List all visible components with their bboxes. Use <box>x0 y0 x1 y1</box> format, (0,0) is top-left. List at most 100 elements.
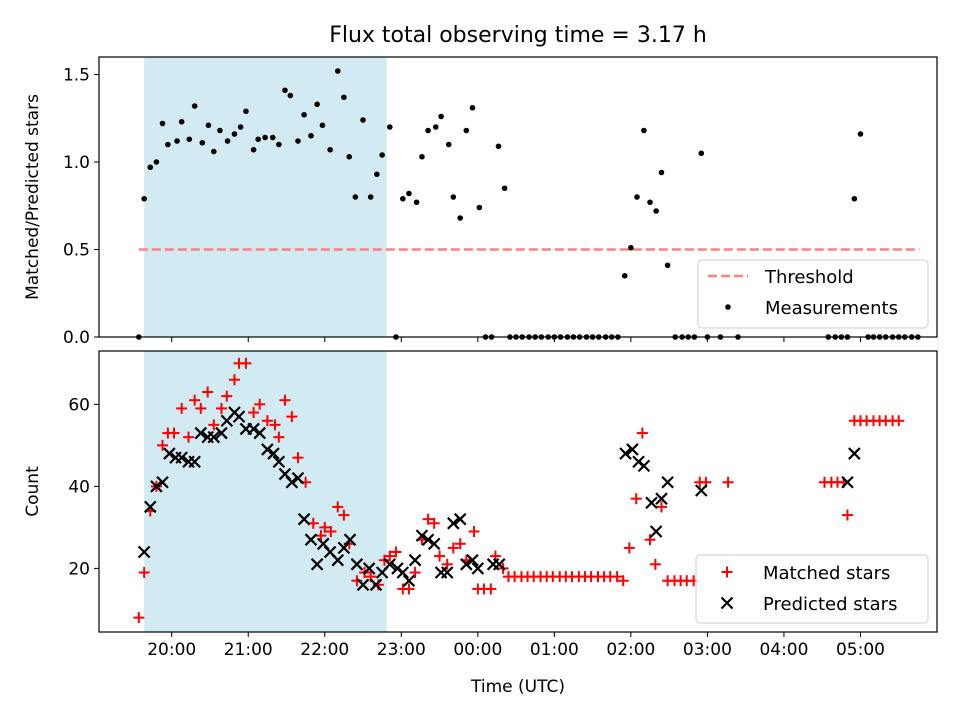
legend-box <box>695 554 929 624</box>
marker-stroke <box>841 475 854 489</box>
y-tick-label: 60 <box>68 395 90 415</box>
measurement-point <box>141 195 147 202</box>
measurement-point <box>314 101 320 108</box>
predicted-star-point <box>415 529 429 542</box>
legend-matched-label: Matched stars <box>763 563 890 584</box>
plot-frame <box>98 56 938 338</box>
measurement-point <box>308 132 314 139</box>
matched-star-point <box>286 411 298 423</box>
matched-star-point <box>644 534 656 546</box>
measurement-point <box>255 136 261 143</box>
matched-star-point <box>447 542 459 554</box>
predicted-star-point <box>645 496 658 510</box>
predicted-star-point <box>247 422 260 436</box>
matched-star-point <box>202 386 214 398</box>
legend-predicted-swatch <box>720 596 734 610</box>
predicted-star-point <box>637 459 651 473</box>
predicted-star-point <box>492 558 506 571</box>
y-tick-label: 0.0 <box>63 328 90 348</box>
matched-star-point <box>338 509 350 521</box>
marker-stroke <box>143 500 157 514</box>
measurement-point <box>457 215 464 221</box>
predicted-star-point <box>291 471 305 485</box>
x-axis-label: Time (UTC) <box>470 677 565 697</box>
x-tick-label: 03:00 <box>683 640 732 660</box>
predicted-star-point <box>427 537 441 551</box>
matched-star-point <box>261 415 273 427</box>
predicted-star-point <box>434 566 448 579</box>
predicted-star-point <box>626 443 639 456</box>
legend-plus-marker <box>721 566 733 578</box>
matched-star-point <box>617 575 629 587</box>
marker-stroke <box>421 533 435 546</box>
matched-star-point <box>248 407 260 419</box>
matched-star-point <box>279 394 291 406</box>
marker-stroke <box>175 451 188 464</box>
predicted-star-point <box>447 517 460 530</box>
matched-star-point <box>183 431 195 443</box>
marker-stroke <box>408 553 422 567</box>
legend-box <box>697 259 929 329</box>
measurement-point <box>425 127 431 134</box>
measurement-point <box>641 127 647 134</box>
matched-star-point <box>441 558 453 570</box>
marker-stroke <box>383 558 397 571</box>
predicted-star-point <box>253 426 266 440</box>
x-tick-label: 02:00 <box>606 640 655 660</box>
marker-stroke <box>492 558 506 571</box>
predicted-star-point <box>304 533 318 546</box>
x-tick-label: 05:00 <box>836 640 885 660</box>
marker-stroke <box>356 578 370 592</box>
measurement-point <box>469 104 476 111</box>
predicted-star-point <box>408 553 422 567</box>
predicted-star-point <box>649 525 663 538</box>
measurement-point <box>857 131 864 137</box>
measurement-point <box>400 195 406 202</box>
measurement-point <box>634 194 640 200</box>
marker-stroke <box>649 525 663 538</box>
marker-stroke <box>297 512 311 526</box>
marker-stroke <box>619 447 632 460</box>
predicted-star-point <box>232 410 246 423</box>
predicted-stars-points <box>137 406 861 592</box>
x-axis-ticks: 20:00 21:00 22:00 23:00 00:00 01:00 02:00 03:00… <box>147 632 885 660</box>
predicted-star-point <box>440 566 454 579</box>
matched-star-point <box>189 394 201 406</box>
marker-stroke <box>247 422 260 436</box>
matched-star-point <box>133 612 145 624</box>
measurement-point <box>413 199 420 206</box>
measurement-point <box>327 146 333 153</box>
predicted-star-point <box>207 430 221 444</box>
y-axis-ticks: 0.0 0.5 1.0 1.5 <box>63 66 99 348</box>
measurement-point <box>159 120 166 127</box>
measurement-point <box>210 148 217 155</box>
x-tick-label: 20:00 <box>147 640 196 660</box>
matched-star-point <box>893 415 905 427</box>
matched-star-point <box>228 374 240 386</box>
measurement-point <box>445 141 452 148</box>
matched-star-point <box>215 402 227 414</box>
predicted-star-point <box>143 500 157 514</box>
y-tick-label: 40 <box>68 477 90 497</box>
measurement-point <box>276 141 282 148</box>
marker-stroke <box>253 426 266 440</box>
matched-star-point <box>269 419 281 431</box>
marker-stroke <box>447 517 460 530</box>
matched-star-point <box>240 357 252 369</box>
marker-stroke <box>695 484 708 497</box>
predicted-star-point <box>655 492 668 505</box>
measurement-point <box>647 199 653 206</box>
predicted-star-point <box>383 558 397 571</box>
matched-star-point <box>485 583 497 595</box>
predicted-star-point <box>619 447 632 460</box>
predicted-star-point <box>848 447 861 460</box>
predicted-star-point <box>215 426 228 440</box>
measurement-point <box>352 194 359 200</box>
matched-star-point <box>841 509 853 521</box>
y-tick-label: 20 <box>68 559 90 579</box>
marker-stroke <box>188 455 201 469</box>
marker-stroke <box>645 496 658 510</box>
marker-stroke <box>471 562 485 575</box>
measurement-point <box>199 139 206 146</box>
